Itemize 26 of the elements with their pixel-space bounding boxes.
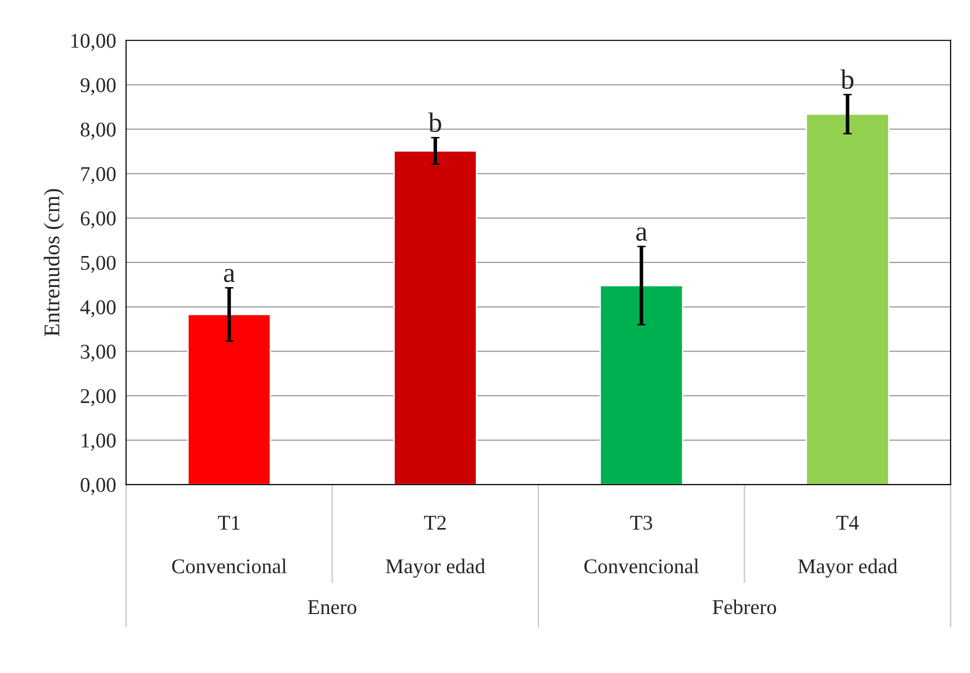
category-label: T3 Convencional [584, 516, 699, 574]
annotation: a [224, 268, 235, 282]
bar [599, 284, 684, 485]
category-label: T4 Mayor edad [798, 516, 898, 578]
y-tick-label: 7,00 [81, 167, 116, 184]
bar [393, 150, 478, 485]
y-tick-label: 1,00 [82, 434, 116, 451]
y-tick-label: 0,00 [80, 478, 116, 495]
y-axis-title: Entrenudos (cm) [44, 189, 64, 336]
bar [806, 113, 890, 485]
y-tick-label: 4,00 [80, 300, 116, 318]
y-tick-label: 10,00 [71, 34, 116, 51]
y-tick-label: 3,00 [80, 344, 116, 362]
y-tick-label: 6,00 [80, 211, 116, 228]
y-tick-label: 9,00 [80, 78, 116, 96]
annotation: a [636, 228, 648, 241]
y-tick-label: 5,00 [81, 256, 116, 273]
category-label: T1 Convencional [172, 516, 287, 574]
text: Febrero [712, 599, 776, 614]
y-tick-label: 2,00 [80, 389, 116, 406]
category-label: T2 Mayor edad [386, 516, 486, 578]
bar [187, 314, 272, 485]
annotation: b [428, 112, 442, 132]
text: Enero [308, 600, 356, 614]
y-tick-label: 8,00 [80, 122, 116, 140]
annotation: b [840, 69, 854, 89]
